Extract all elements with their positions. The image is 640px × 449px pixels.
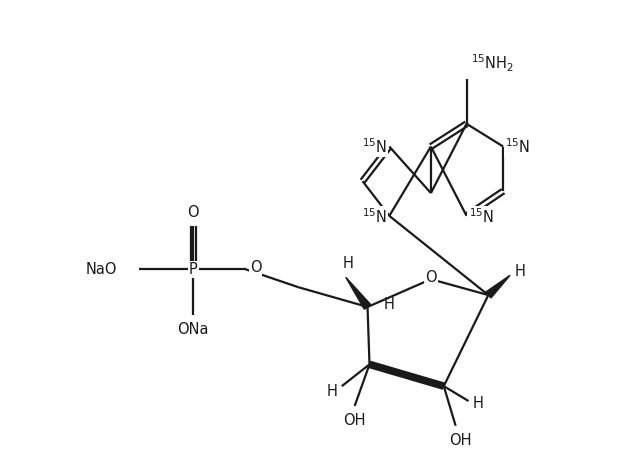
Text: $^{15}$N: $^{15}$N: [362, 207, 387, 226]
Text: OH: OH: [449, 433, 472, 448]
Text: $^{15}$N: $^{15}$N: [505, 137, 530, 156]
Text: O: O: [425, 270, 436, 285]
Text: H: H: [384, 298, 395, 313]
Polygon shape: [346, 277, 371, 309]
Text: NaO: NaO: [86, 262, 117, 277]
Text: $^{15}$N: $^{15}$N: [468, 207, 493, 226]
Text: ONa: ONa: [177, 322, 209, 337]
Text: P: P: [189, 262, 198, 277]
Text: O: O: [188, 205, 199, 220]
Text: H: H: [342, 256, 353, 271]
Text: $^{15}$NH$_2$: $^{15}$NH$_2$: [470, 53, 513, 74]
Text: H: H: [326, 383, 337, 399]
Polygon shape: [486, 275, 510, 298]
Text: O: O: [250, 260, 261, 275]
Text: H: H: [473, 396, 484, 411]
Text: OH: OH: [344, 414, 366, 428]
Text: H: H: [515, 264, 525, 279]
Text: $^{15}$N: $^{15}$N: [362, 137, 387, 156]
